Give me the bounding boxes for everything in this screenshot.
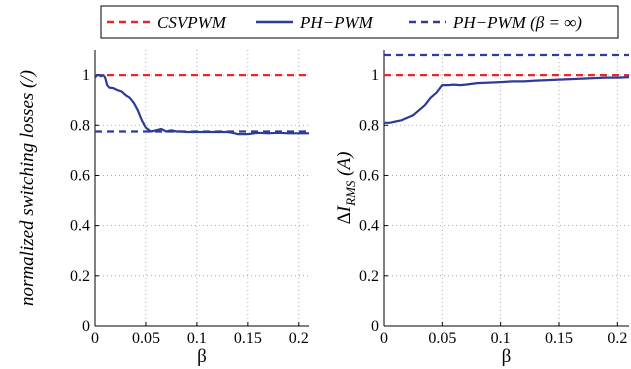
y-tick-label: 0 xyxy=(82,318,90,335)
y-tick-label: 1 xyxy=(371,67,379,84)
right-panel: 0 0.05 0.1 0.15 0.2 0 0.2 0.4 0.6 0.8 1 β ΔIRMS (A) xyxy=(334,50,630,367)
left-panel: 0 0.05 0.1 0.15 0.2 0 0.2 0.4 0.6 0.8 1 β normalized… xyxy=(17,50,309,367)
x-tick-label: 0 xyxy=(380,330,388,347)
x-axis-label: β xyxy=(197,346,207,367)
y-tick-label: 0.4 xyxy=(359,218,379,235)
y-tick-label: 0.2 xyxy=(70,268,90,285)
x-tick-label: 0.05 xyxy=(428,330,456,347)
series-line xyxy=(384,76,630,124)
x-tick-label: 0.2 xyxy=(289,330,309,347)
y-tick-label: 0.6 xyxy=(70,167,90,184)
legend-label: PH−PWM (β = ∞) xyxy=(452,13,582,32)
y-tick-label: 0.8 xyxy=(70,117,90,134)
legend-box xyxy=(100,5,619,39)
y-tick-label: 0.8 xyxy=(359,117,379,134)
y-tick-label: 0 xyxy=(371,318,379,335)
x-tick-label: 0.1 xyxy=(491,330,511,347)
y-axis-label: normalized switching losses (/) xyxy=(17,70,38,306)
series-line xyxy=(94,73,309,136)
y-tick-label: 1 xyxy=(82,67,90,84)
x-tick-label: 0 xyxy=(91,330,99,347)
x-tick-label: 0.15 xyxy=(234,330,262,347)
x-tick-label: 0.15 xyxy=(545,330,573,347)
y-axis-label: ΔIRMS (A) xyxy=(334,152,358,225)
x-tick-label: 0.1 xyxy=(187,330,207,347)
legend: CSVPWM PH−PWM PH−PWM (β = ∞) xyxy=(100,5,619,39)
x-tick-label: 0.05 xyxy=(132,330,160,347)
x-tick-label: 0.2 xyxy=(607,330,627,347)
y-tick-label: 0.2 xyxy=(359,268,379,285)
y-tick-label: 0.4 xyxy=(70,218,90,235)
y-tick-label: 0.6 xyxy=(359,167,379,184)
x-axis-label: β xyxy=(502,346,512,367)
legend-label: PH−PWM xyxy=(299,13,374,32)
legend-label: CSVPWM xyxy=(157,13,227,32)
